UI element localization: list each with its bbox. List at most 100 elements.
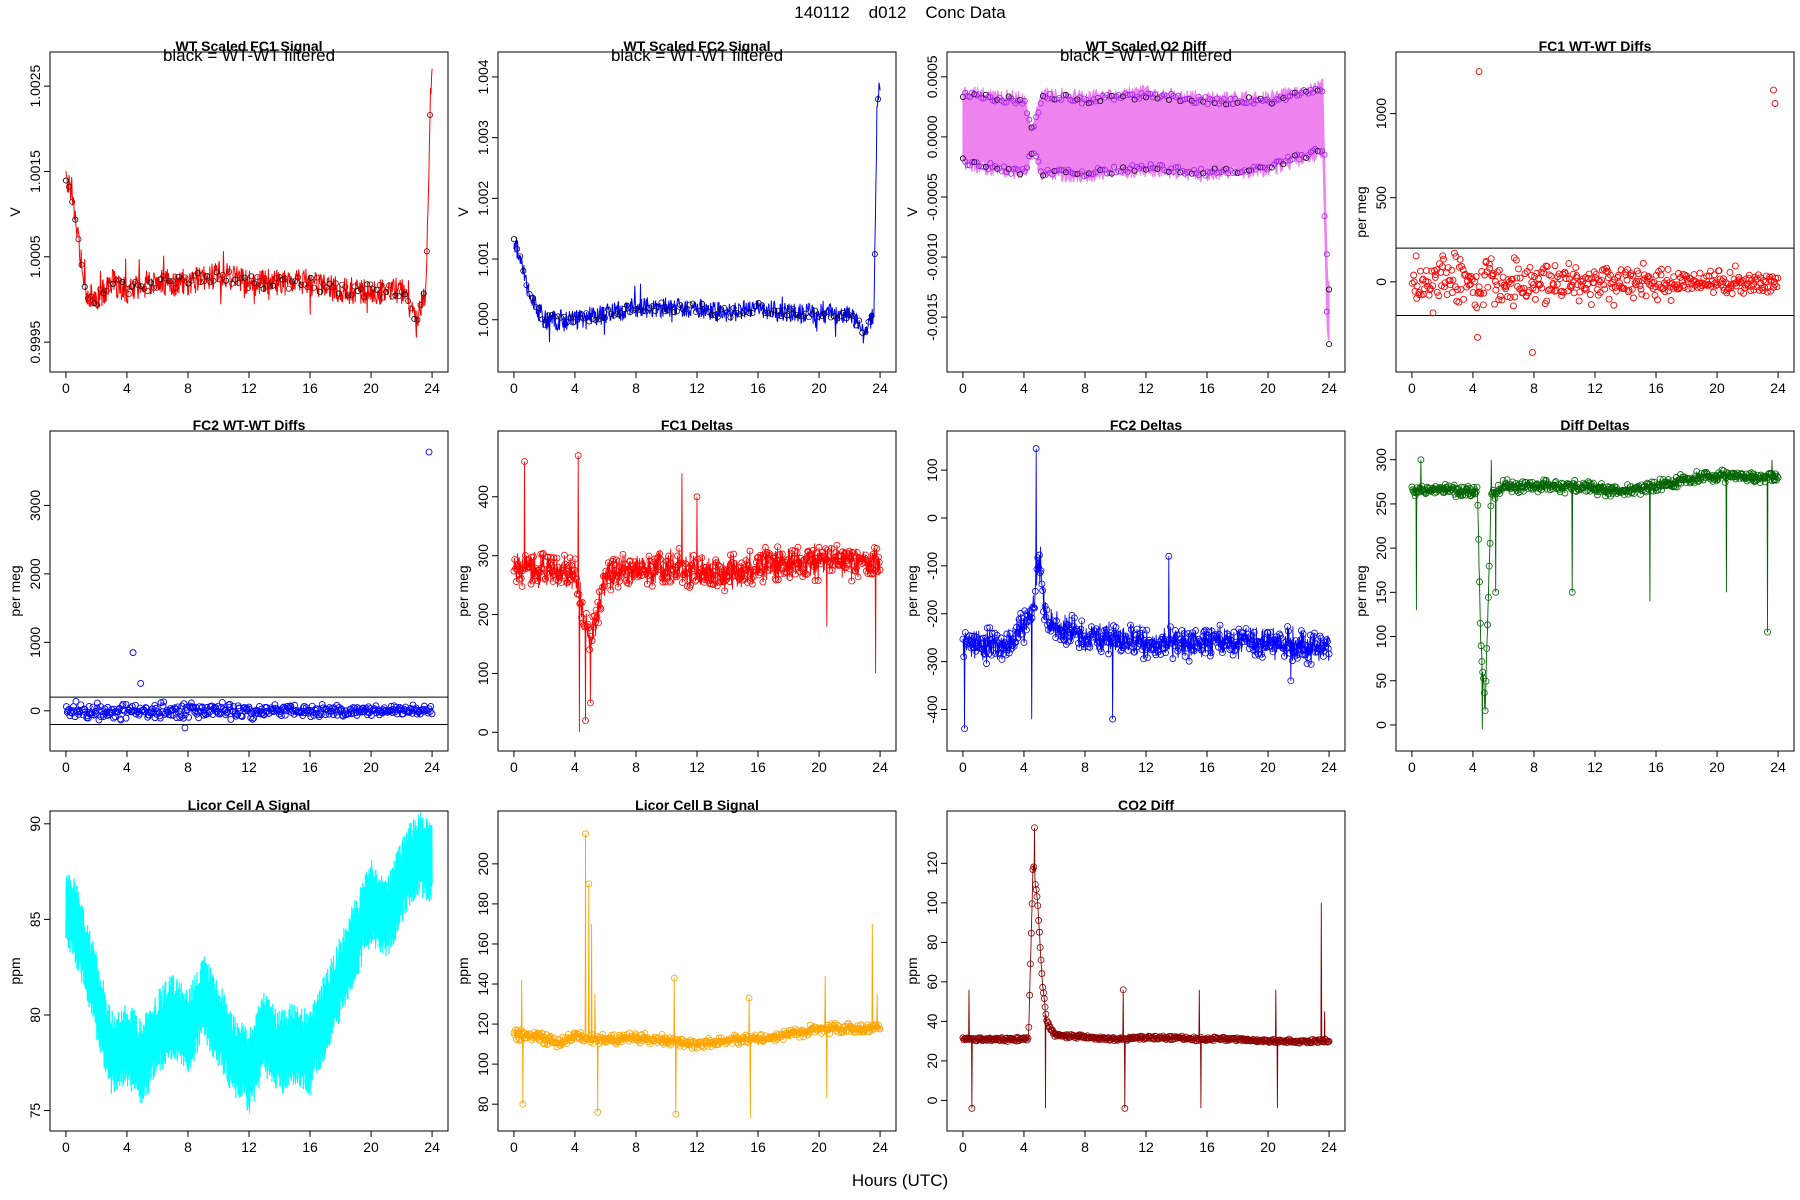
- p4-point: [1476, 288, 1484, 296]
- p6-point: [698, 554, 706, 562]
- p5-point: [110, 714, 118, 722]
- p4-point: [1627, 270, 1635, 278]
- p6-point: [595, 619, 602, 627]
- p10-ytick-label: 80: [475, 1096, 491, 1112]
- p7-point: [1027, 616, 1034, 624]
- p3-lower-point: [1172, 164, 1179, 171]
- p4-point: [1639, 259, 1647, 267]
- p7-xtick-label: 24: [1321, 759, 1337, 775]
- p2-filtered-point: [865, 318, 872, 325]
- p8-point: [1458, 483, 1465, 491]
- p7-point: [1167, 623, 1174, 631]
- p4-point: [1456, 256, 1464, 263]
- p6-point: [736, 567, 744, 575]
- p7-point: [968, 632, 976, 640]
- p6-point: [735, 575, 743, 583]
- p8-point: [1743, 477, 1751, 485]
- p2-filtered-point: [645, 305, 652, 312]
- p11-plot-area: [959, 824, 1333, 1112]
- p2-filtered-point: [868, 312, 875, 319]
- p7-point: [1032, 445, 1040, 452]
- p2-filtered-point: [614, 311, 621, 318]
- p4-point: [1512, 256, 1520, 264]
- p4-point: [1460, 295, 1467, 303]
- p6-point: [655, 553, 663, 561]
- p2-filtered-point: [762, 309, 769, 316]
- p7-xtick-label: 8: [1081, 759, 1089, 775]
- p7-point: [1013, 623, 1021, 631]
- p7-point: [1079, 636, 1086, 644]
- p1-filtered-point: [345, 292, 352, 299]
- p6-point: [566, 554, 574, 562]
- p6-point: [587, 632, 595, 640]
- p4-point: [1489, 270, 1497, 278]
- p1-ytick-label: 1.0025: [27, 65, 43, 108]
- p6-point: [809, 555, 816, 563]
- p7-ylabel: per meg: [904, 565, 920, 616]
- p8-xtick-label: 0: [1408, 759, 1416, 775]
- p4-point: [1586, 291, 1594, 299]
- p1-filtered-point: [263, 277, 270, 284]
- p4-point: [1545, 271, 1553, 279]
- p3-upper-point: [1097, 98, 1104, 105]
- p4-point: [1511, 293, 1519, 301]
- p5-ytick-label: 0: [27, 707, 43, 715]
- p3-lower-point: [1266, 164, 1273, 171]
- p7-point: [1122, 632, 1130, 640]
- p7-point: [1229, 651, 1237, 659]
- p2-filtered-point: [815, 313, 822, 320]
- p6-point: [666, 578, 674, 586]
- p7-point: [1293, 654, 1301, 662]
- p6-point: [774, 576, 782, 584]
- p7-point: [1075, 644, 1083, 652]
- p4-point: [1458, 262, 1466, 270]
- p3-lower-point: [1078, 168, 1085, 175]
- p7-point: [1093, 639, 1101, 647]
- p9-ytick-label: 80: [27, 1007, 43, 1023]
- p1-filtered-point: [197, 279, 204, 286]
- p7-point: [1066, 637, 1074, 645]
- p6-point: [851, 567, 859, 575]
- p11-xtick-label: 16: [1199, 1139, 1215, 1155]
- p6-point: [530, 575, 538, 583]
- p6-point: [693, 493, 701, 501]
- p2-plot-area: [510, 82, 881, 344]
- p6-point: [596, 604, 604, 612]
- p2-filtered-point: [749, 310, 756, 317]
- p6-point: [524, 563, 532, 570]
- p4-point: [1628, 285, 1636, 293]
- p6-point: [679, 571, 687, 579]
- p3-lower-point: [1156, 161, 1163, 168]
- p4-point: [1732, 282, 1740, 290]
- p7-point: [1325, 650, 1333, 658]
- p5-point: [178, 702, 186, 710]
- p4-point: [1487, 255, 1495, 263]
- p11-xtick-label: 20: [1260, 1139, 1276, 1155]
- p6-point: [585, 624, 593, 632]
- p3-lower-point: [1245, 167, 1252, 174]
- p7-point: [1231, 647, 1239, 655]
- p1-filtered-point: [207, 279, 214, 286]
- p7-point: [1085, 640, 1093, 648]
- p7-point: [1191, 643, 1199, 650]
- p4-point: [1600, 281, 1608, 289]
- p7-point: [1257, 640, 1265, 648]
- p10-point: [745, 994, 753, 1002]
- p7-point: [1125, 637, 1133, 645]
- p2-ylabel: V: [455, 207, 471, 217]
- p6-point: [853, 549, 861, 556]
- p3-lower-point: [1257, 164, 1264, 171]
- p3-lower-point: [969, 159, 976, 166]
- p4-xtick-label: 16: [1648, 380, 1664, 396]
- p1-filtered-point: [307, 274, 314, 281]
- p10-point: [538, 1030, 546, 1038]
- p6-point: [673, 573, 681, 581]
- p6-point: [688, 567, 696, 575]
- p7-point: [1258, 653, 1266, 661]
- p4-point: [1601, 285, 1609, 293]
- p6-point: [746, 547, 754, 555]
- p7-point: [1321, 638, 1329, 646]
- p5-point: [364, 711, 371, 719]
- p5-point: [204, 710, 212, 718]
- p4-point: [1417, 267, 1424, 275]
